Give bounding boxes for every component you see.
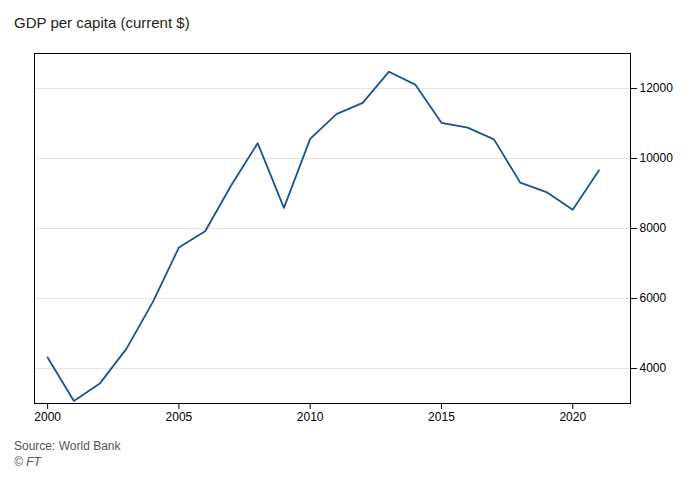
svg-text:4000: 4000 — [640, 361, 667, 375]
svg-text:6000: 6000 — [640, 291, 667, 305]
html-text:© FT: © FT — [14, 455, 41, 469]
svg-text:2015: 2015 — [428, 410, 455, 424]
html-text:GDP per capita (current $): GDP per capita (current $) — [14, 14, 190, 31]
svg-text:10000: 10000 — [640, 151, 674, 165]
html-text:Source: World Bank: Source: World Bank — [14, 439, 121, 453]
svg-text:2000: 2000 — [34, 410, 61, 424]
svg-text:2020: 2020 — [559, 410, 586, 424]
svg-text:2010: 2010 — [297, 410, 324, 424]
svg-text:12000: 12000 — [640, 81, 674, 95]
svg-text:8000: 8000 — [640, 221, 667, 235]
svg-text:2005: 2005 — [166, 410, 193, 424]
